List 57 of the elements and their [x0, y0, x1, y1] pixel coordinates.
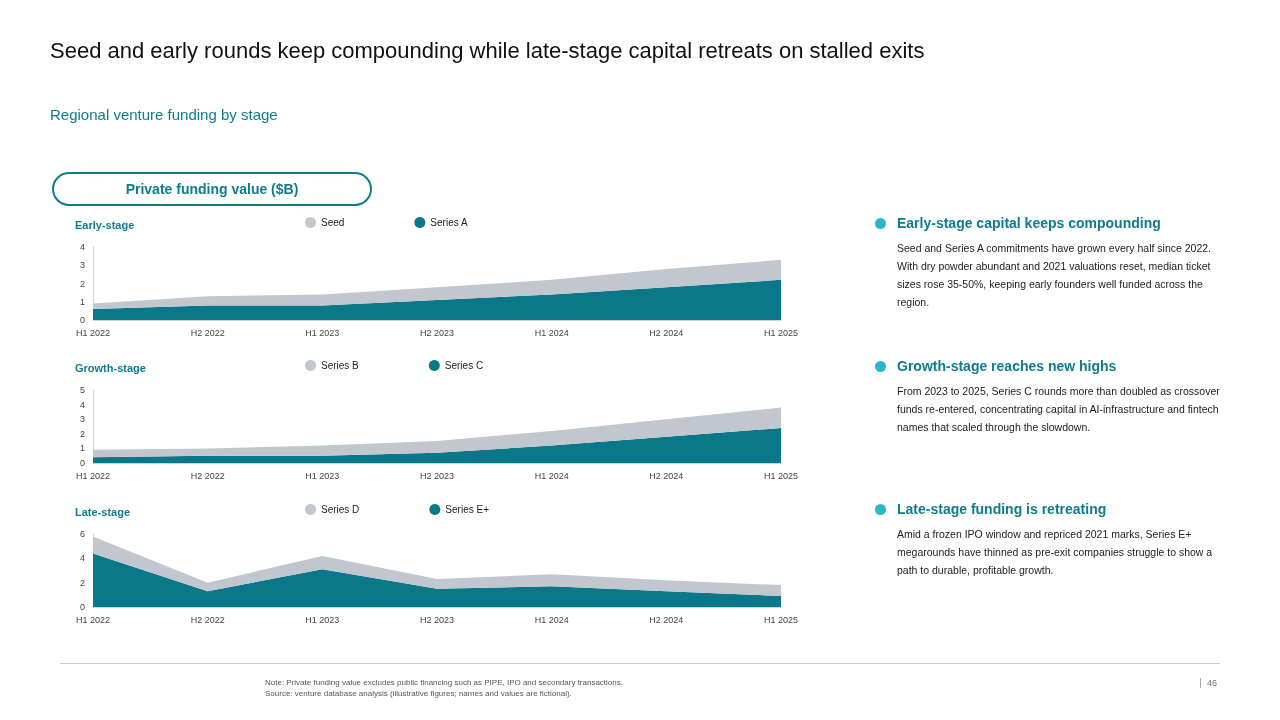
text: Late-stage funding is retreating — [897, 501, 1108, 517]
chart-title: Late-stage — [75, 505, 131, 518]
text: Growth-stage reaches new highs — [897, 358, 1118, 374]
y-tick-label: 4 — [79, 399, 85, 410]
x-tick-label: H2 2024 — [649, 614, 684, 625]
chart-title: Early-stage — [75, 218, 135, 231]
x-tick-label: H1 2024 — [534, 470, 569, 481]
x-tick-label: H1 2022 — [75, 327, 111, 338]
legend-label: Series B — [321, 360, 360, 371]
y-tick-label: 0 — [79, 602, 85, 612]
y-tick-label: 6 — [79, 529, 85, 539]
x-tick-label: H2 2022 — [190, 614, 225, 625]
legend-label: Series D — [321, 504, 360, 515]
x-tick-label: H1 2025 — [763, 327, 799, 338]
y-tick-label: 0 — [79, 315, 85, 325]
x-tick-label: H2 2023 — [419, 327, 455, 338]
y-tick-label: 2 — [79, 278, 85, 289]
x-tick-label: H2 2024 — [649, 327, 684, 338]
text: From 2023 to 2025, Series C rounds more than doubled as crossover funds re-entered, concentrating capital in AI-infrastructure and fintech names that scaled through the slowdown. — [897, 384, 1220, 435]
x-tick-label: H2 2023 — [419, 614, 455, 625]
x-tick-label: H1 2023 — [305, 614, 340, 625]
x-tick-label: H1 2024 — [534, 614, 569, 625]
text: Note: Private funding value excludes public financing such as PIPE, IPO and secondary transactions. — [265, 678, 623, 687]
source-note: Source: venture database analysis (illustrative figures; names and values are fictional). — [265, 689, 572, 698]
chart-title: Growth-stage — [75, 361, 146, 374]
y-tick-label: 4 — [79, 553, 85, 564]
legend-label: Series A — [430, 217, 468, 228]
x-tick-label: H1 2023 — [305, 470, 340, 481]
x-tick-label: H1 2025 — [763, 614, 799, 625]
legend-label: Series C — [444, 360, 484, 371]
x-tick-label: H2 2023 — [419, 470, 455, 481]
x-tick-label: H2 2024 — [649, 470, 684, 481]
text: 46 — [1200, 678, 1218, 688]
y-tick-label: 1 — [79, 443, 85, 454]
text: Amid a frozen IPO window and repriced 2021 marks, Series E+ megarounds have thinned as pre-exit companies struggle to show a path to durable, profitable growth. — [897, 527, 1214, 578]
y-tick-label: 3 — [79, 260, 85, 271]
legend-label: Series E+ — [445, 504, 490, 515]
y-tick-label: 5 — [79, 385, 85, 395]
y-tick-label: 0 — [79, 458, 85, 468]
legend-label: Seed — [321, 217, 345, 228]
x-tick-label: H1 2025 — [763, 470, 799, 481]
y-tick-label: 1 — [79, 296, 85, 307]
x-tick-label: H1 2022 — [75, 614, 111, 625]
x-tick-label: H1 2022 — [75, 470, 111, 481]
text: Seed and early rounds keep compounding while late-stage capital retreats on stalled exits — [50, 38, 925, 64]
text: Regional venture funding by stage — [50, 106, 278, 123]
x-tick-label: H2 2022 — [190, 327, 225, 338]
y-tick-label: 3 — [79, 414, 85, 425]
text: Seed and Series A commitments have grown every half since 2022. With dry powder abundant and 2021 valuations reset, median ticket sizes rose 35-50%, keeping early founders well funded across the region. — [897, 241, 1212, 310]
y-tick-label: 2 — [79, 428, 85, 439]
text: Early-stage capital keeps compounding — [897, 215, 1162, 231]
x-tick-label: H2 2022 — [190, 470, 225, 481]
x-tick-label: H1 2024 — [534, 327, 569, 338]
x-tick-label: H1 2023 — [305, 327, 340, 338]
text: Private funding value ($B) — [52, 172, 372, 206]
y-tick-label: 2 — [79, 577, 85, 588]
y-tick-label: 4 — [79, 242, 85, 252]
